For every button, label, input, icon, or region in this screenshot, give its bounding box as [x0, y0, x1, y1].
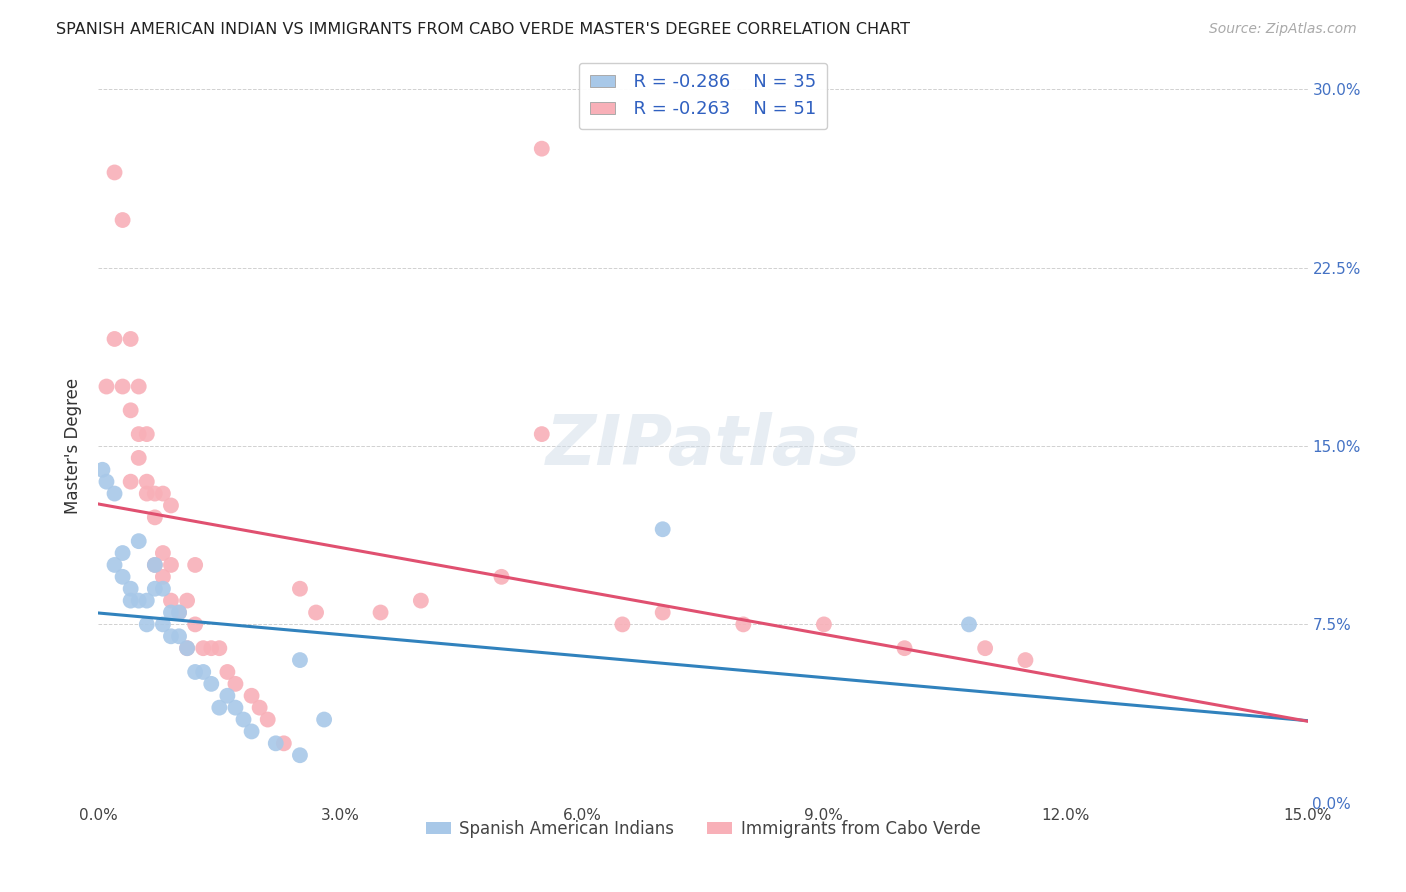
Point: [160, 499, 183, 513]
Point: [143, 582, 166, 596]
Point: [256, 713, 278, 727]
Point: [135, 593, 157, 607]
Point: [530, 427, 553, 442]
Point: [893, 641, 915, 656]
Point: [120, 403, 142, 417]
Point: [143, 558, 166, 572]
Point: [208, 641, 231, 656]
Point: [184, 558, 207, 572]
Point: [143, 486, 166, 500]
Point: [305, 606, 328, 620]
Point: [612, 617, 634, 632]
Point: [193, 665, 215, 679]
Point: [103, 486, 125, 500]
Point: [135, 475, 157, 489]
Point: [96, 379, 118, 393]
Point: [152, 617, 174, 632]
Point: [224, 677, 246, 691]
Text: SPANISH AMERICAN INDIAN VS IMMIGRANTS FROM CABO VERDE MASTER'S DEGREE CORRELATIO: SPANISH AMERICAN INDIAN VS IMMIGRANTS FR…: [56, 22, 910, 37]
Point: [128, 534, 150, 549]
Point: [152, 486, 174, 500]
Point: [120, 332, 142, 346]
Point: [530, 142, 553, 156]
Point: [200, 641, 222, 656]
Point: [135, 427, 157, 442]
Point: [288, 748, 311, 763]
Point: [111, 213, 134, 227]
Point: [128, 427, 150, 442]
Point: [128, 593, 150, 607]
Point: [193, 641, 215, 656]
Point: [128, 379, 150, 393]
Point: [217, 689, 239, 703]
Point: [120, 593, 142, 607]
Point: [184, 617, 207, 632]
Point: [152, 570, 174, 584]
Point: [103, 558, 125, 572]
Point: [409, 593, 432, 607]
Point: [103, 165, 125, 179]
Point: [176, 641, 198, 656]
Point: [160, 558, 183, 572]
Point: [120, 475, 142, 489]
Point: [224, 700, 246, 714]
Point: [135, 486, 157, 500]
Point: [96, 475, 118, 489]
Point: [240, 689, 263, 703]
Point: [200, 677, 222, 691]
Point: [111, 546, 134, 560]
Point: [91, 463, 114, 477]
Point: [184, 665, 207, 679]
Point: [103, 332, 125, 346]
Point: [813, 617, 835, 632]
Point: [111, 570, 134, 584]
Point: [167, 606, 190, 620]
Point: [160, 606, 183, 620]
Point: [160, 629, 183, 643]
Point: [217, 665, 239, 679]
Point: [288, 653, 311, 667]
Point: [491, 570, 513, 584]
Point: [143, 510, 166, 524]
Point: [176, 593, 198, 607]
Point: [167, 629, 190, 643]
Point: [957, 617, 980, 632]
Point: [152, 546, 174, 560]
Point: [1014, 653, 1036, 667]
Point: [733, 617, 755, 632]
Point: [264, 736, 287, 750]
Text: ZIPatlas: ZIPatlas: [546, 412, 860, 480]
Point: [232, 713, 254, 727]
Point: [314, 713, 336, 727]
Point: [152, 582, 174, 596]
Point: [111, 379, 134, 393]
Point: [651, 606, 673, 620]
Point: [135, 617, 157, 632]
Point: [120, 582, 142, 596]
Point: [974, 641, 997, 656]
Point: [651, 522, 673, 536]
Point: [208, 700, 231, 714]
Y-axis label: Master's Degree: Master's Degree: [65, 378, 83, 514]
Text: Source: ZipAtlas.com: Source: ZipAtlas.com: [1209, 22, 1357, 37]
Point: [273, 736, 295, 750]
Legend: Spanish American Indians, Immigrants from Cabo Verde: Spanish American Indians, Immigrants fro…: [419, 814, 987, 845]
Point: [176, 641, 198, 656]
Point: [249, 700, 271, 714]
Point: [288, 582, 311, 596]
Point: [167, 606, 190, 620]
Point: [160, 593, 183, 607]
Point: [370, 606, 392, 620]
Point: [128, 450, 150, 465]
Point: [143, 558, 166, 572]
Point: [240, 724, 263, 739]
